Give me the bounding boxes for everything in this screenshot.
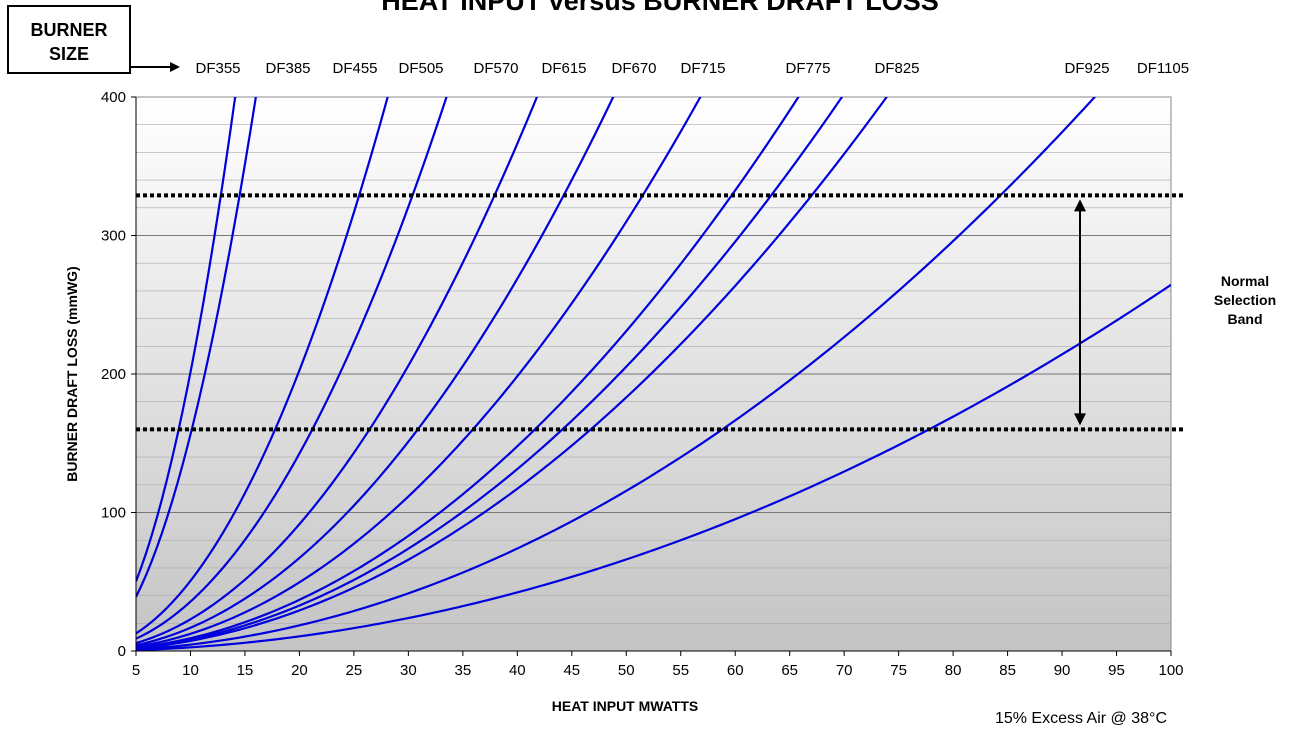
burner-size-labels: DF355 DF385 DF455 DF505 DF570 DF615 DF670 DF715… <box>195 60 1189 77</box>
series-line-df1105 <box>136 283 1171 651</box>
size-label-df615: DF615 <box>541 60 586 77</box>
x-tick-label: 95 <box>1108 662 1125 679</box>
series-line-df570 <box>136 97 539 645</box>
x-tick-label: 15 <box>237 662 254 679</box>
band-arrow-down-head <box>1074 413 1086 426</box>
size-label-df825: DF825 <box>874 60 919 77</box>
y-tick-label: 0 <box>118 643 126 660</box>
x-tick-label: 5 <box>132 662 140 679</box>
x-tick-label: 35 <box>454 662 471 679</box>
size-label-df505: DF505 <box>398 60 443 77</box>
series-line-df505 <box>136 97 448 640</box>
size-label-df775: DF775 <box>785 60 830 77</box>
series-line-df825 <box>136 97 889 650</box>
band-arrow-up-head <box>1074 199 1086 212</box>
x-axis-ticks: 5 10 15 20 25 30 35 40 45 50 55 60 65 70 75 80 85 90 95 100 <box>132 650 1184 679</box>
normal-selection-band <box>136 193 1186 432</box>
x-tick-label: 100 <box>1158 662 1183 679</box>
x-tick-label: 20 <box>291 662 308 679</box>
x-tick-label: 85 <box>999 662 1016 679</box>
series-line-df775 <box>136 97 844 650</box>
burner-size-box <box>7 5 131 74</box>
normal-selection-band-label: Normal Selection Band <box>1214 273 1276 327</box>
chart-title: HEAT INPUT versus BURNER DRAFT LOSS <box>381 0 939 16</box>
x-tick-label: 75 <box>890 662 907 679</box>
series-line-df715 <box>136 97 800 649</box>
gridlines <box>136 124 1171 624</box>
series-line-df385 <box>136 97 257 598</box>
size-label-df925: DF925 <box>1064 60 1109 77</box>
size-label-df715: DF715 <box>680 60 725 77</box>
size-label-df1105: DF1105 <box>1137 60 1189 77</box>
series-lines <box>136 97 1171 651</box>
x-tick-label: 90 <box>1054 662 1071 679</box>
y-tick-label: 400 <box>101 89 126 106</box>
x-axis-title: HEAT INPUT MWATTS <box>552 698 698 714</box>
x-tick-label: 65 <box>781 662 798 679</box>
x-tick-label: 40 <box>509 662 526 679</box>
y-tick-label: 100 <box>101 505 126 522</box>
series-line-df355 <box>136 97 237 582</box>
x-tick-label: 50 <box>618 662 635 679</box>
x-tick-label: 70 <box>836 662 853 679</box>
x-tick-label: 25 <box>346 662 363 679</box>
x-tick-label: 60 <box>727 662 744 679</box>
size-label-df455: DF455 <box>332 60 377 77</box>
size-label-df355: DF355 <box>195 60 240 77</box>
series-line-df670 <box>136 97 702 648</box>
x-tick-label: 10 <box>182 662 199 679</box>
burner-size-box-label: BURNER SIZE <box>30 20 107 64</box>
size-label-df570: DF570 <box>473 60 518 77</box>
series-line-df615 <box>136 97 615 647</box>
footnote: 15% Excess Air @ 38°C <box>995 710 1167 727</box>
y-axis-ticks: 0 100 200 300 400 <box>101 89 137 660</box>
x-tick-label: 30 <box>400 662 417 679</box>
series-line-df455 <box>136 97 389 635</box>
size-label-df385: DF385 <box>265 60 310 77</box>
x-tick-label: 55 <box>672 662 689 679</box>
y-tick-label: 200 <box>101 366 126 383</box>
y-axis-title: BURNER DRAFT LOSS (mmWG) <box>64 266 80 481</box>
burner-size-arrow <box>131 62 180 72</box>
size-label-df670: DF670 <box>611 60 656 77</box>
y-tick-label: 300 <box>101 228 126 245</box>
series-line-df925 <box>136 97 1097 651</box>
x-tick-label: 80 <box>945 662 962 679</box>
x-tick-label: 45 <box>563 662 580 679</box>
